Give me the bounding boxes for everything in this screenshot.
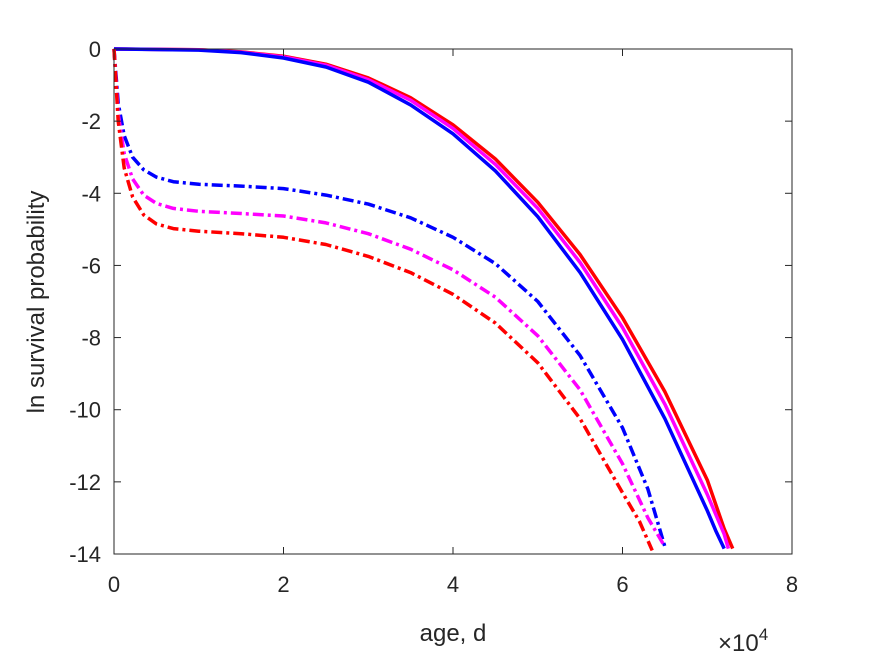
x-axis-multiplier-exponent: 4	[759, 625, 768, 644]
series-line-3-solid	[113, 47, 726, 550]
y-tick-label-1: -2	[81, 109, 101, 134]
x-tick-label-2: 4	[447, 572, 459, 597]
y-tick-label-3: -6	[81, 253, 101, 278]
y-tick-label-2: -4	[81, 181, 101, 206]
tick-label-layer: 0 2 4 6 8 0 -2 -4 -6 -8 -10 -12 -14	[69, 37, 798, 597]
x-tick-label-4: 8	[786, 572, 798, 597]
y-tick-label-4: -8	[81, 326, 101, 351]
y-tick-label-6: -12	[69, 470, 101, 495]
y-axis-label: ln survival probability	[23, 191, 50, 414]
x-tick-label-3: 6	[616, 572, 628, 597]
y-tick-label-5: -10	[69, 398, 101, 423]
x-axis-multiplier: ×104	[718, 625, 768, 656]
x-tick-label-1: 2	[277, 572, 289, 597]
series-line-5-dashdot	[112, 48, 667, 548]
tick-layer	[113, 48, 793, 555]
y-tick-label-0: 0	[89, 37, 101, 62]
series-line-4-dashdot	[112, 48, 667, 548]
x-tick-label-0: 0	[108, 572, 120, 597]
series-line-6-dashdot	[112, 48, 654, 552]
x-axis-multiplier-base: ×10	[718, 630, 759, 656]
y-tick-label-7: -14	[69, 542, 101, 567]
series-layer	[112, 47, 735, 552]
x-axis-label: age, d	[420, 620, 487, 647]
